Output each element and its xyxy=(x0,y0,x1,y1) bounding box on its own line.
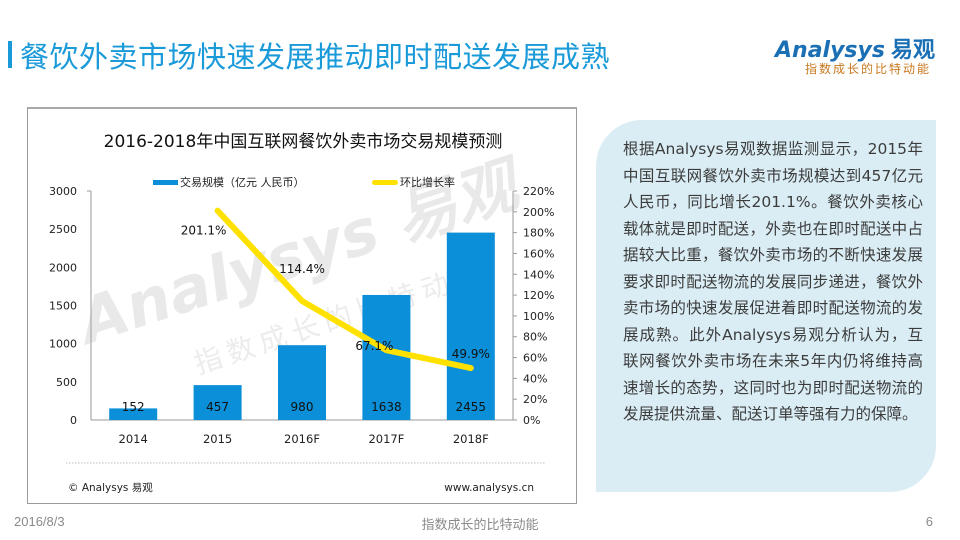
right-axis-tick-label: 220% xyxy=(523,185,554,198)
right-axis-tick-label: 80% xyxy=(523,331,547,344)
left-axis-tick-label: 1000 xyxy=(49,338,77,351)
bar-value-label: 152 xyxy=(122,400,145,414)
bar-2016F xyxy=(278,345,326,420)
right-axis-tick-label: 0% xyxy=(523,414,540,427)
footer-date: 2016/8/3 xyxy=(14,514,65,529)
bar-value-label: 980 xyxy=(291,400,314,414)
page-title: 餐饮外卖市场快速发展推动即时配送发展成熟 xyxy=(20,40,611,74)
legend-label-bars: 交易规模（亿元 人民币） xyxy=(180,175,305,189)
bar-value-label: 457 xyxy=(206,400,229,414)
bar-2014 xyxy=(109,408,158,420)
bar-2017F xyxy=(362,294,411,420)
title-accent-bar xyxy=(8,41,12,68)
right-axis-tick-label: 140% xyxy=(523,268,554,281)
summary-panel: 根据Analysys易观数据监测显示，2015年中国互联网餐饮外卖市场规模达到4… xyxy=(596,120,936,492)
right-axis-tick-label: 20% xyxy=(523,393,547,406)
source-url: www.analysys.cn xyxy=(444,482,534,494)
combo-chart: Analysys 易观 指数成长的比特动能 2016-2018年中国互联网餐饮外… xyxy=(49,132,554,494)
x-axis-label: 2015 xyxy=(203,432,232,446)
x-axis-labels: 2014 2015 2016F 2017F 2018F xyxy=(119,432,489,446)
right-axis-tick-label: 60% xyxy=(523,352,547,365)
right-axis-tick-label: 160% xyxy=(523,247,554,260)
footer-slogan: 指数成长的比特动能 xyxy=(421,518,539,533)
left-axis-tick-label: 2000 xyxy=(49,261,77,274)
left-axis-tick-label: 2500 xyxy=(49,223,77,236)
source-copyright: © Analysys 易观 xyxy=(68,482,153,494)
left-axis-tick-label: 500 xyxy=(56,376,77,389)
left-axis-tick-label: 3000 xyxy=(49,185,77,198)
growth-rate-label: 201.1% xyxy=(181,224,227,238)
right-axis-tick-label: 200% xyxy=(523,206,554,219)
legend-label-line: 环比增长率 xyxy=(400,175,455,189)
chart-container: Analysys 易观 指数成长的比特动能 2016-2018年中国互联网餐饮外… xyxy=(27,107,577,504)
left-axis-tick-label: 0 xyxy=(70,414,77,427)
growth-rate-label: 67.1% xyxy=(355,339,393,353)
bar-value-label: 2455 xyxy=(456,400,487,414)
page-number: 6 xyxy=(925,514,933,529)
right-axis-tick-label: 120% xyxy=(523,289,554,302)
legend-swatch-line xyxy=(372,180,398,185)
right-axis-tick-label: 100% xyxy=(523,310,554,323)
legend-swatch-bars xyxy=(153,180,178,185)
bar-2015 xyxy=(193,385,242,420)
logo-brand: Analysys xyxy=(775,38,885,63)
bar-2018F xyxy=(446,232,495,420)
growth-rate-label: 49.9% xyxy=(452,347,490,361)
x-axis-label: 2014 xyxy=(119,432,148,446)
logo-slogan: 指数成长的比特动能 xyxy=(805,62,932,76)
summary-text: 根据Analysys易观数据监测显示，2015年中国互联网餐饮外卖市场规模达到4… xyxy=(623,140,923,423)
growth-rate-label: 114.4% xyxy=(279,262,325,276)
x-axis-label: 2016F xyxy=(284,432,320,446)
left-axis-tick-label: 1500 xyxy=(49,300,77,313)
x-axis-label: 2018F xyxy=(453,432,489,446)
bar-value-label: 1638 xyxy=(371,400,402,414)
right-axis-tick-label: 180% xyxy=(523,227,554,240)
analysys-logo: Analysys 易观 指数成长的比特动能 xyxy=(775,32,945,82)
bar-series: 152 457 980 1638 2455 xyxy=(109,232,495,420)
x-axis-label: 2017F xyxy=(368,432,404,446)
growth-rate-line xyxy=(214,207,474,372)
right-axis-tick-label: 40% xyxy=(523,372,547,385)
chart-title: 2016-2018年中国互联网餐饮外卖市场交易规模预测 xyxy=(104,132,503,152)
line-series: 201.1% 114.4% 67.1% 49.9% xyxy=(181,207,490,372)
logo-brand-cn: 易观 xyxy=(890,38,935,63)
right-axis: 0% 20% 40% 60% 80% 100% 120% 140% 160% 180% 200% 22… xyxy=(512,185,554,427)
legend: 交易规模（亿元 人民币） 环比增长率 xyxy=(153,175,455,189)
